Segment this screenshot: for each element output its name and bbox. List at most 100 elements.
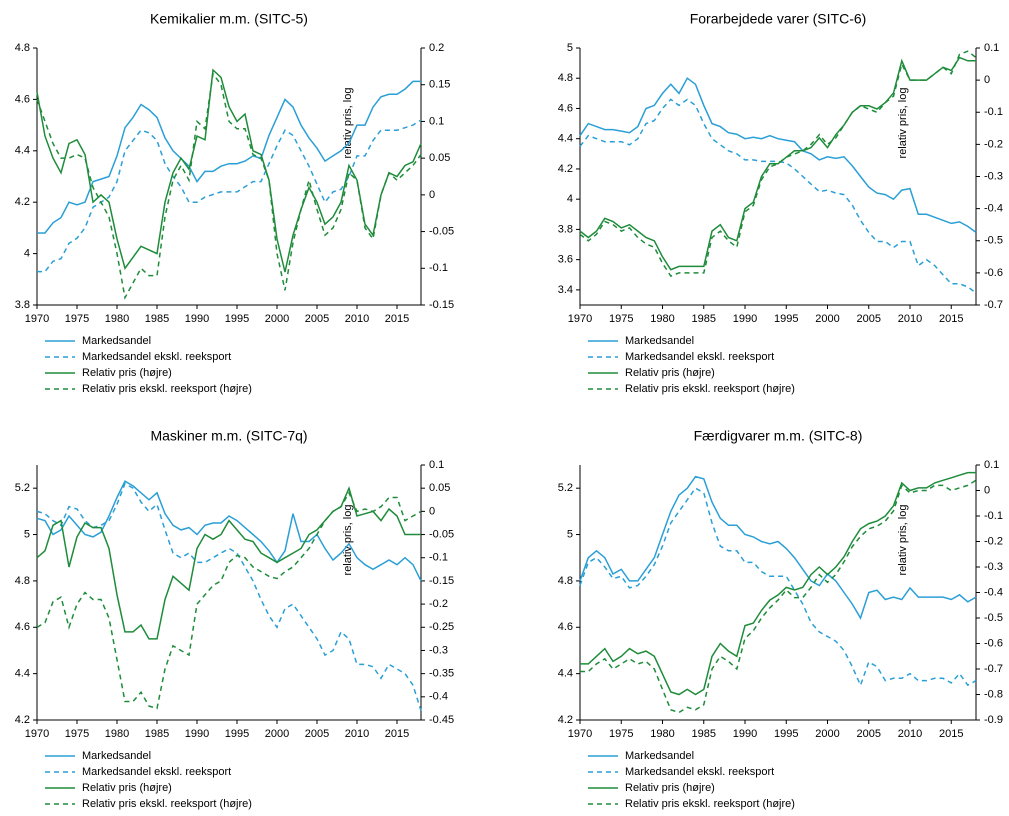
x-tick-label: 2000: [815, 313, 839, 325]
x-tick-label: 2015: [385, 728, 409, 740]
y2-tick-label: 0: [984, 484, 990, 496]
legend-label: Relativ pris (højre): [625, 782, 715, 794]
y2-tick-label: -0.3: [984, 170, 1003, 182]
x-tick-label: 1985: [692, 728, 716, 740]
chart-panel: Færdigvarer m.m. (SITC-8) 4.2 4.4 4.6 4.8 5 5.…: [558, 428, 1003, 810]
series-line: [36, 480, 422, 582]
y2-tick-label: -0.2: [429, 598, 448, 610]
legend-label: Relativ pris ekskl. reeksport (højre): [625, 798, 795, 810]
legend-label: Markedsandel ekskl. reeksport: [625, 351, 774, 363]
x-tick-label: 2005: [305, 313, 329, 325]
x-tick-label: 1995: [774, 313, 798, 325]
y-tick-label: 4.8: [15, 42, 30, 54]
y-tick-label: 3.8: [558, 223, 573, 235]
x-tick-label: 1980: [105, 313, 129, 325]
legend-label: Markedsandel: [625, 335, 694, 347]
x-tick-label: 1970: [568, 313, 592, 325]
legend-label: Markedsandel ekskl. reeksport: [625, 766, 774, 778]
y-tick-label: 4.6: [558, 102, 573, 114]
y-tick-label: 4.4: [15, 668, 30, 680]
y-tick-label: 4.6: [15, 93, 30, 105]
x-tick-label: 2005: [857, 313, 881, 325]
y2-tick-label: -0.1: [984, 510, 1003, 522]
x-tick-label: 1975: [609, 728, 633, 740]
y2-axis-label: relativ pris, log: [342, 505, 354, 576]
x-tick-label: 2010: [345, 728, 369, 740]
y2-tick-label: 0.05: [429, 482, 450, 494]
series-line: [36, 71, 422, 300]
y2-tick-label: 0.1: [984, 42, 999, 54]
series-line: [579, 487, 977, 688]
x-tick-label: 1975: [65, 313, 89, 325]
x-tick-label: 1995: [774, 728, 798, 740]
chart-title: Maskiner m.m. (SITC-7q): [150, 428, 307, 444]
legend-label: Markedsandel ekskl. reeksport: [82, 351, 231, 363]
legend-label: Relativ pris (højre): [82, 367, 172, 379]
y2-tick-label: -0.8: [984, 688, 1003, 700]
y2-tick-label: -0.5: [984, 235, 1003, 247]
y2-tick-label: -0.2: [984, 535, 1003, 547]
y2-tick-label: -0.05: [429, 528, 454, 540]
y2-tick-label: -0.2: [984, 138, 1003, 150]
y-tick-label: 4.4: [558, 133, 573, 145]
y-tick-label: 4.8: [558, 72, 573, 84]
y-tick-label: 4.2: [558, 163, 573, 175]
y2-tick-label: -0.6: [984, 267, 1003, 279]
chart-panel: Kemikalier m.m. (SITC-5) 3.8 4 4.2 4.4 4.6 4.8…: [15, 11, 454, 395]
x-tick-label: 2010: [345, 313, 369, 325]
y2-tick-label: -0.15: [429, 299, 454, 311]
y-tick-label: 4: [24, 248, 30, 260]
y2-axis-label: relativ pris, log: [342, 88, 354, 159]
x-tick-label: 2000: [815, 728, 839, 740]
series-line: [37, 80, 421, 234]
y-tick-label: 4.6: [15, 621, 30, 633]
series-line: [580, 471, 976, 696]
x-tick-label: 1980: [650, 728, 674, 740]
x-tick-label: 1985: [145, 728, 169, 740]
legend-label: Markedsandel: [625, 750, 694, 762]
y2-axis-label: relativ pris, log: [897, 88, 909, 159]
y2-tick-label: 0.2: [429, 42, 444, 54]
y-tick-label: 3.8: [15, 299, 30, 311]
x-tick-label: 1975: [609, 313, 633, 325]
x-tick-label: 2015: [385, 313, 409, 325]
x-tick-label: 1975: [65, 728, 89, 740]
y2-tick-label: -0.3: [429, 644, 448, 656]
y-tick-label: 4.4: [558, 668, 573, 680]
y2-tick-label: 0: [429, 189, 435, 201]
x-tick-label: 1990: [185, 313, 209, 325]
x-tick-label: 2015: [939, 313, 963, 325]
y-tick-label: 5: [567, 42, 573, 54]
y-tick-label: 4.2: [558, 714, 573, 726]
y-tick-label: 5: [567, 528, 573, 540]
chart-title: Kemikalier m.m. (SITC-5): [150, 11, 308, 27]
x-tick-label: 1980: [105, 728, 129, 740]
y2-tick-label: 0.1: [429, 459, 444, 471]
x-tick-label: 1995: [225, 313, 249, 325]
chart-title: Forarbejdede varer (SITC-6): [690, 11, 867, 27]
y2-tick-label: -0.35: [429, 668, 454, 680]
x-tick-label: 2015: [939, 728, 963, 740]
y2-tick-label: 0.05: [429, 152, 450, 164]
y2-tick-label: -0.4: [984, 586, 1003, 598]
y2-tick-label: -0.6: [984, 637, 1003, 649]
x-tick-label: 1995: [225, 728, 249, 740]
x-tick-label: 2010: [898, 313, 922, 325]
y2-tick-label: 0.15: [429, 79, 450, 91]
series-line: [579, 56, 976, 271]
series-line: [580, 479, 977, 714]
x-tick-label: 2010: [898, 728, 922, 740]
y2-tick-label: -0.15: [429, 575, 454, 587]
x-tick-label: 2000: [265, 728, 289, 740]
x-tick-label: 1970: [25, 728, 49, 740]
legend-label: Markedsandel: [82, 750, 151, 762]
series-line: [36, 68, 422, 273]
legend-label: Markedsandel: [82, 335, 151, 347]
y-tick-label: 4.6: [558, 621, 573, 633]
y-tick-label: 4: [567, 193, 573, 205]
y-tick-label: 4.8: [15, 575, 30, 587]
x-tick-label: 1990: [185, 728, 209, 740]
x-tick-label: 1985: [145, 313, 169, 325]
series-line: [36, 482, 422, 711]
